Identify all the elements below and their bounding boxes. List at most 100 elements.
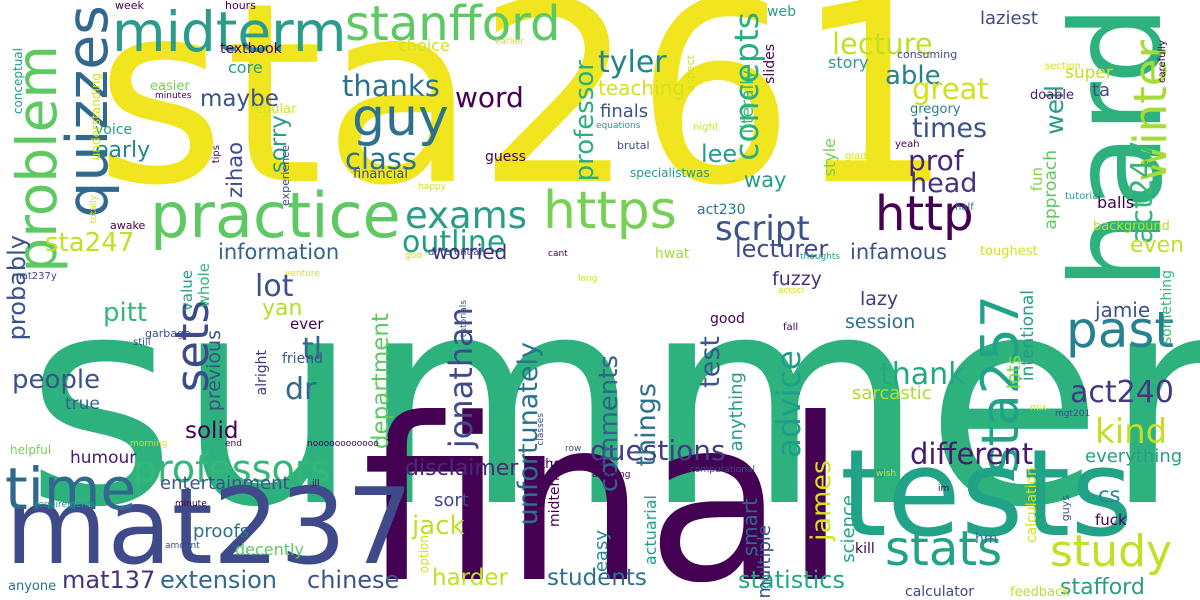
word-even: even <box>1130 233 1185 258</box>
word-fall: fall <box>783 322 799 333</box>
word-study: study <box>1050 526 1173 577</box>
word-equations: equations <box>596 121 641 131</box>
word-script: script <box>715 209 810 249</box>
word-anyone: anyone <box>8 579 57 594</box>
word-tips: tips <box>211 145 222 164</box>
word-specialistwas: specialistwas <box>630 166 710 180</box>
word-teaching: teaching <box>598 76 686 100</box>
word-easier: easier <box>150 79 190 94</box>
word-session: session <box>845 311 916 333</box>
word-class: class <box>345 142 417 176</box>
word-textbook: textbook <box>220 41 282 57</box>
word-amazing: amazing <box>592 470 631 480</box>
word-practice: practice <box>150 179 401 252</box>
word-requirements: requirements <box>35 500 96 510</box>
word-gregory: gregory <box>910 102 961 117</box>
word-maybe: maybe <box>200 86 279 112</box>
word-students: students <box>547 565 647 591</box>
word-option: option <box>417 535 431 573</box>
word-something: something <box>1159 270 1175 345</box>
word-computational: computational <box>690 465 755 475</box>
word-word: word <box>455 81 524 114</box>
word-decently: decently <box>235 540 304 559</box>
word-thoughts: thoughts <box>800 252 841 262</box>
word-fun: fun <box>1028 167 1046 192</box>
word-good: good <box>710 311 745 327</box>
word-disclaimer: disclaimer <box>405 456 519 481</box>
word-exams: exams <box>405 194 528 237</box>
word-regular: regular <box>250 102 297 117</box>
word-summer: summer <box>25 234 1200 571</box>
word-laziest: laziest <box>980 8 1038 29</box>
word-happy: happy <box>418 182 446 192</box>
word-balls: balls <box>1097 193 1135 212</box>
word-hours: hours <box>225 0 256 12</box>
word-god: god <box>405 251 422 261</box>
word-professors: professors <box>133 447 331 491</box>
word-im: im <box>938 484 950 494</box>
word-time: time <box>5 455 137 523</box>
word-sarcastic: sarcastic <box>852 383 932 404</box>
word-slides: slides <box>762 44 778 84</box>
word-understanding: understanding <box>89 73 103 161</box>
word-kind: kind <box>1095 412 1168 452</box>
word-mat237y: mat237y <box>12 271 57 282</box>
word-earlier: earlier <box>495 37 524 47</box>
word-multiple: multiple <box>754 525 775 599</box>
word-section: section <box>1045 61 1082 72</box>
word-background: background <box>1093 219 1170 234</box>
word-stafford: stafford <box>1060 575 1145 600</box>
word-helpful: helpful <box>10 443 52 457</box>
word-final: final <box>362 371 847 600</box>
word-calculator: calculator <box>905 584 975 600</box>
word-mgt201: mgt201 <box>1055 409 1091 419</box>
word-stats: stats <box>885 521 1003 577</box>
word-mix: mix <box>1030 403 1047 413</box>
word-literally: literally <box>738 70 758 134</box>
word-choice: choice <box>398 36 450 55</box>
word-consuming: consuming <box>897 48 958 61</box>
word-night: night <box>693 122 719 133</box>
word-end: end <box>225 439 242 449</box>
word-http: http <box>875 186 974 242</box>
word-tyler: tyler <box>598 45 667 80</box>
word-professor: professor <box>570 60 600 182</box>
word-noooooooooooo: noooooooooooo <box>307 439 379 449</box>
word-fuzzy: fuzzy <box>772 268 822 290</box>
word-dr: dr <box>285 372 317 407</box>
word-ta: ta <box>1092 80 1111 101</box>
word-wish: wish <box>876 469 897 479</box>
word-ever: ever <box>290 315 324 333</box>
word-james: james <box>806 460 837 542</box>
word-amount: amount <box>165 541 200 551</box>
word-conceptual: conceptual <box>11 48 25 115</box>
word-chinese: chinese <box>307 566 400 594</box>
word-venture: venture <box>285 269 320 279</box>
word-people: people <box>12 365 101 395</box>
word-experience: experience <box>279 145 292 206</box>
word-differential: differential <box>428 247 483 258</box>
word-lecturer: lecturer <box>735 235 829 263</box>
word-aspect: aspect <box>684 55 697 92</box>
word-finals: finals <box>600 101 649 122</box>
word-different: different <box>910 437 1034 471</box>
word-guys: guys <box>1059 495 1072 522</box>
word-stanfford: stanfford <box>345 0 561 52</box>
word-yan: yan <box>262 296 303 321</box>
word-sta247: sta247 <box>45 228 135 258</box>
word-style: style <box>820 138 839 177</box>
word-act240: act240 <box>1070 375 1174 410</box>
word-brutal: brutal <box>617 139 650 152</box>
word-lecture: lecture <box>832 27 933 61</box>
word-humour: humour <box>70 448 137 468</box>
word-toughest: toughest <box>980 244 1038 259</box>
word-midterm: midterm <box>112 0 347 64</box>
word-row: row <box>565 444 582 454</box>
word-week: week <box>115 0 144 12</box>
word-super: super <box>1065 63 1113 83</box>
word-tests: tests <box>840 425 1133 564</box>
word-tutorials: tutorials <box>459 300 469 338</box>
word-web: web <box>767 4 796 20</box>
word-yeah: yeah <box>895 139 920 150</box>
